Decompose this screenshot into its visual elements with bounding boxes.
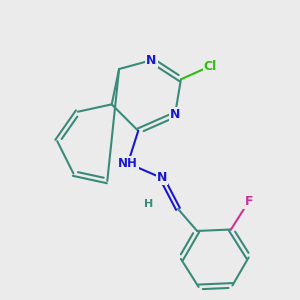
Text: NH: NH (118, 157, 138, 170)
Text: N: N (170, 108, 180, 121)
Text: N: N (157, 172, 167, 184)
Text: N: N (146, 54, 157, 67)
Text: Cl: Cl (204, 60, 217, 73)
Text: H: H (144, 200, 153, 209)
Text: F: F (244, 195, 253, 208)
